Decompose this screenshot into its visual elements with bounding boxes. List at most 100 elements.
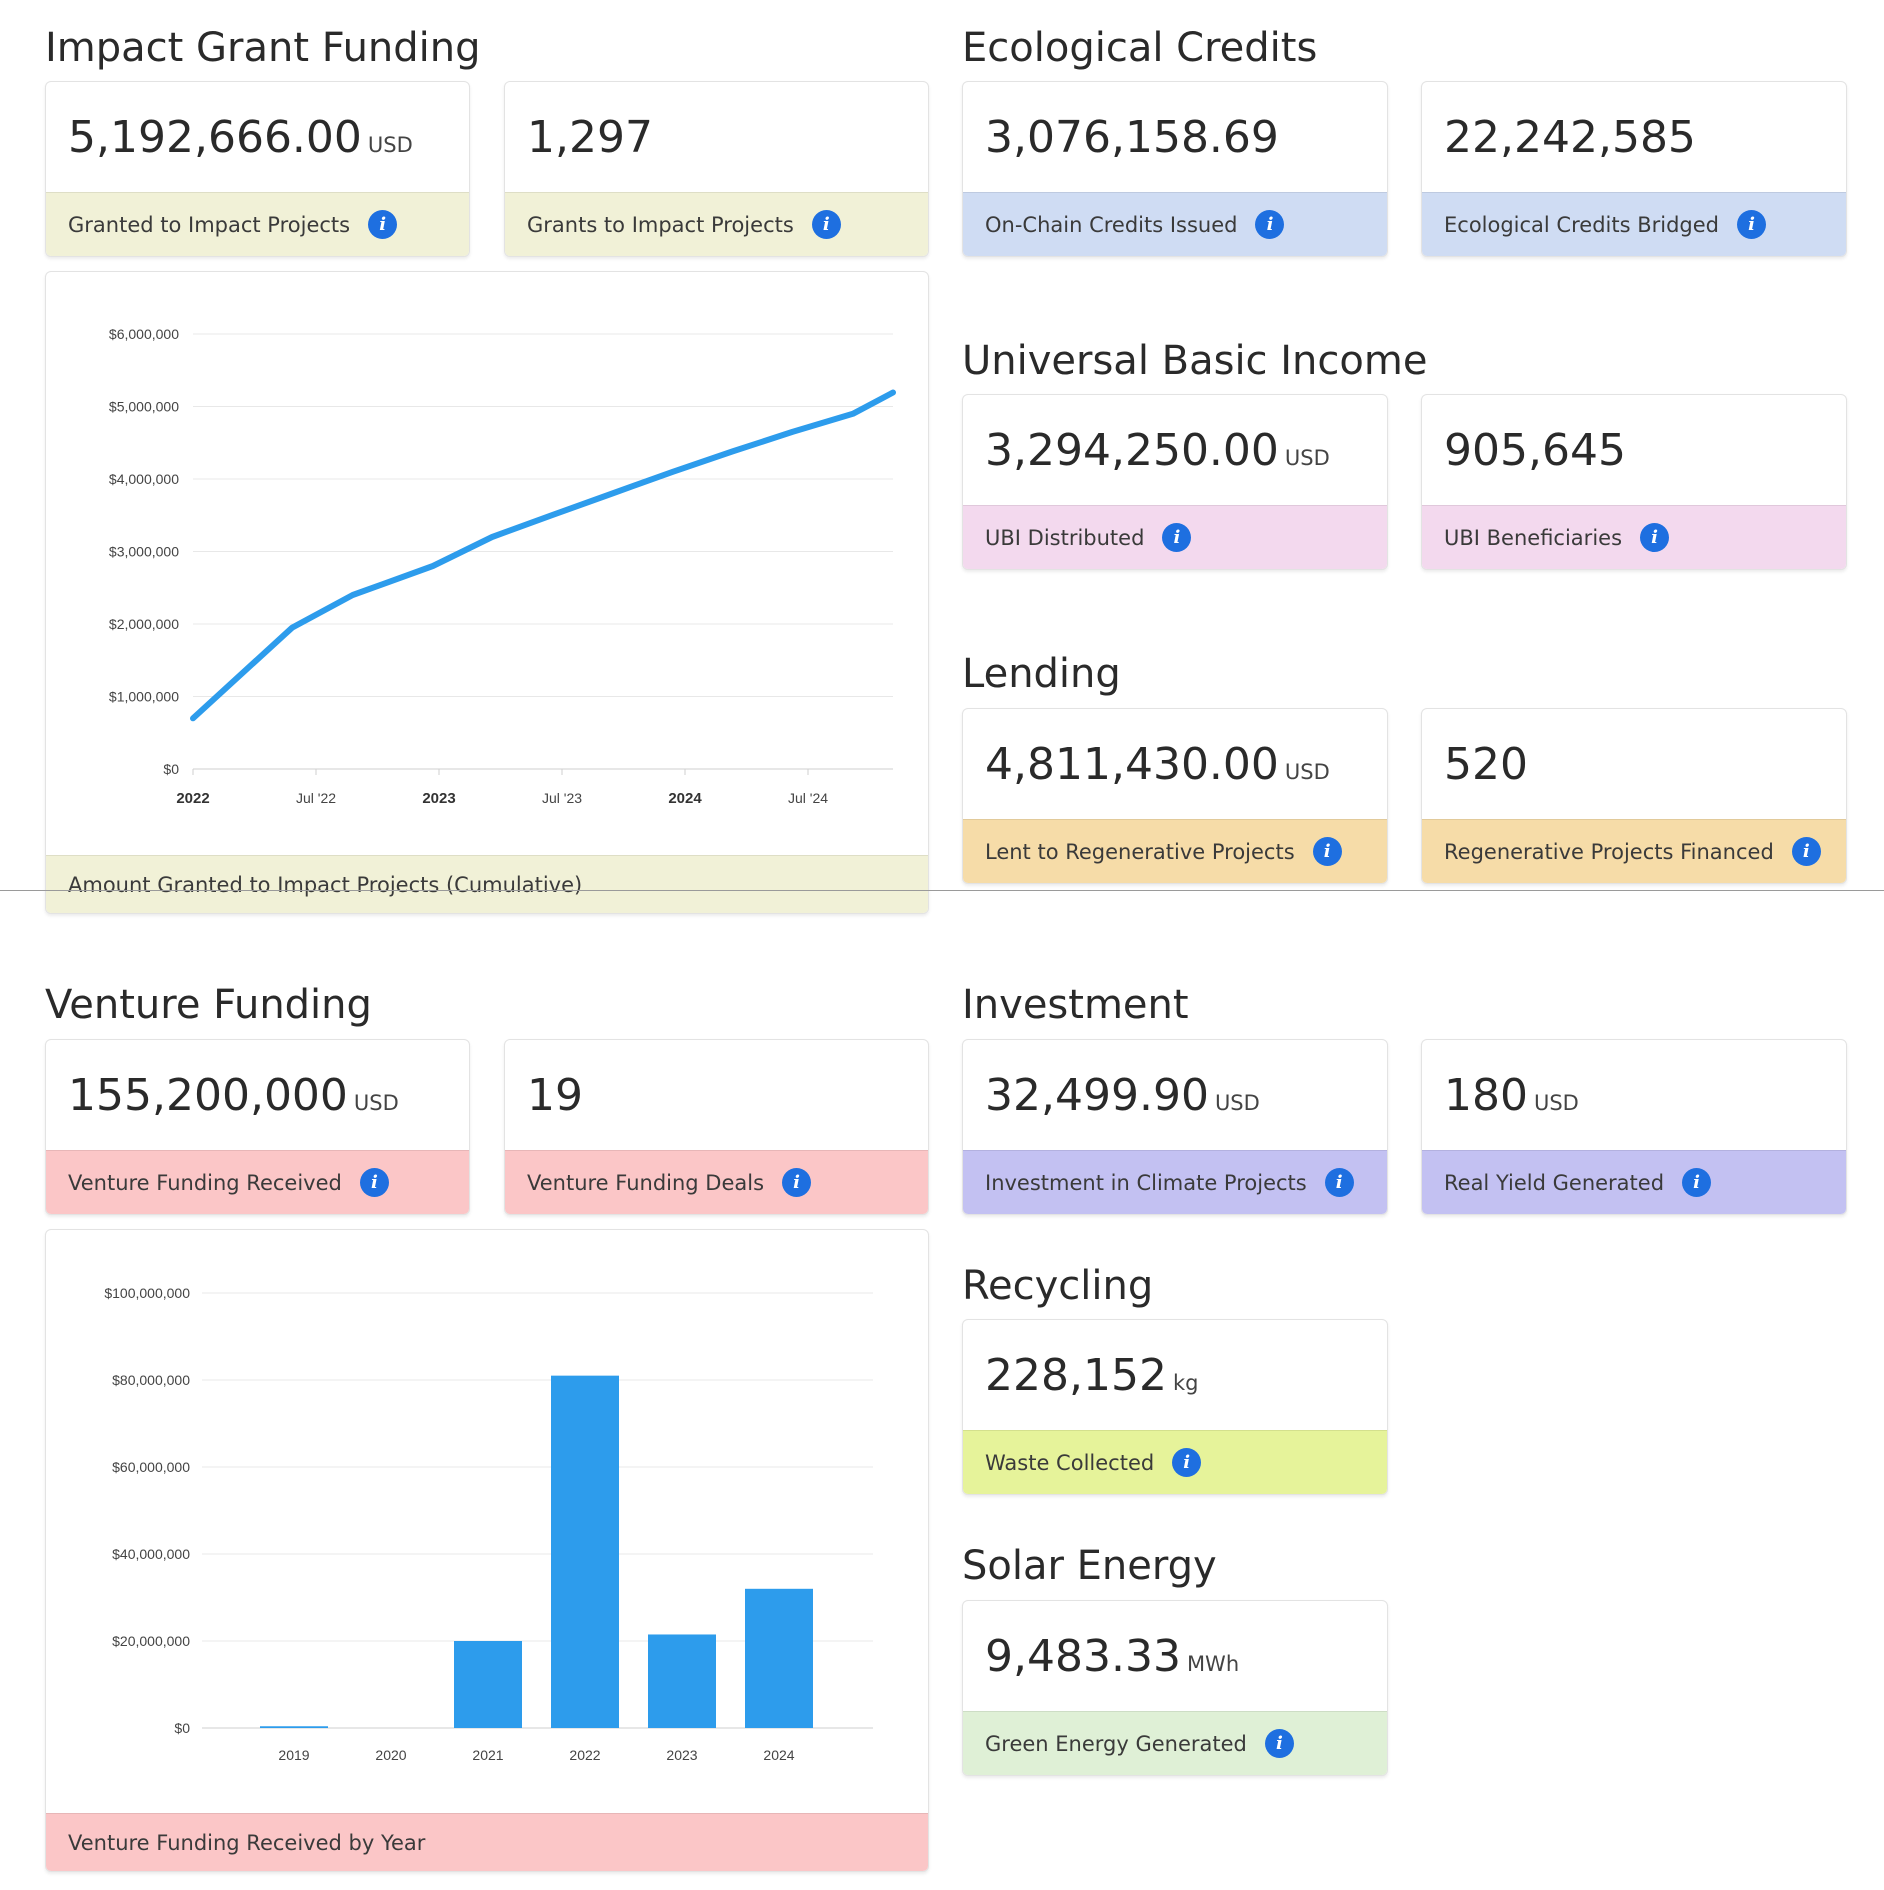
stat-card-green-energy: 9,483.33 MWh Green Energy Generated i — [962, 1600, 1388, 1776]
stat-unit: USD — [1533, 1091, 1579, 1115]
stat-number: 5,192,666.00 — [68, 112, 362, 163]
stat-value: 1,297 — [527, 116, 653, 160]
bar — [454, 1641, 522, 1728]
stat-footer: Venture Funding Received i — [46, 1150, 469, 1214]
x-tick-label: 2024 — [763, 1747, 794, 1763]
stat-label: Venture Funding Received — [68, 1170, 342, 1195]
stat-card-ubi-distributed: 3,294,250.00 USD UBI Distributed i — [962, 394, 1388, 570]
section-title-recycling: Recycling — [962, 1263, 1154, 1309]
stat-card-credits-bridged: 22,242,585 Ecological Credits Bridged i — [1421, 81, 1847, 257]
info-icon[interactable]: i — [1172, 1448, 1202, 1477]
section-title-solar: Solar Energy — [962, 1543, 1217, 1589]
info-icon[interactable]: i — [368, 210, 398, 239]
stat-footer: Waste Collected i — [963, 1430, 1387, 1494]
stat-value: 19 — [527, 1074, 583, 1118]
data-point — [731, 449, 735, 453]
chart-caption: Amount Granted to Impact Projects (Cumul… — [46, 855, 928, 913]
data-point — [490, 535, 494, 539]
stat-footer: Granted to Impact Projects i — [46, 192, 469, 256]
section-title-venture: Venture Funding — [45, 982, 372, 1028]
stat-footer: Ecological Credits Bridged i — [1422, 192, 1846, 256]
info-icon[interactable]: i — [782, 1168, 812, 1197]
y-tick-label: $0 — [163, 761, 179, 777]
stat-value: 3,076,158.69 — [985, 116, 1279, 160]
stat-card-onchain-credits: 3,076,158.69 On-Chain Credits Issued i — [962, 81, 1388, 257]
x-tick-label: 2023 — [422, 790, 455, 807]
stat-unit: USD — [367, 133, 413, 157]
info-icon[interactable]: i — [1324, 1168, 1354, 1197]
stat-footer: On-Chain Credits Issued i — [963, 192, 1387, 256]
stat-footer: Venture Funding Deals i — [505, 1150, 928, 1214]
y-tick-label: $3,000,000 — [109, 544, 179, 560]
bar — [745, 1588, 813, 1728]
stat-label: Lent to Regenerative Projects — [985, 839, 1295, 864]
cumulative-grants-line-chart: $0 $1,000,000 $2,000,000 $3,000,000 $4,000,0… — [109, 326, 896, 807]
y-tick-label: $2,000,000 — [109, 616, 179, 632]
y-tick-label: $5,000,000 — [109, 399, 179, 415]
info-icon[interactable]: i — [1737, 210, 1766, 239]
stat-card-lent-amount: 4,811,430.00 USD Lent to Regenerative Pro… — [962, 708, 1388, 884]
y-tick-label: $60,000,000 — [112, 1459, 190, 1475]
bar — [648, 1634, 716, 1728]
stat-label: Ecological Credits Bridged — [1444, 212, 1719, 237]
stat-footer: Grants to Impact Projects i — [505, 192, 928, 256]
stat-label: Regenerative Projects Financed — [1444, 839, 1774, 864]
stat-value: 228,152 kg — [985, 1354, 1198, 1398]
x-tick-label: 2020 — [375, 1747, 406, 1763]
stat-number: 3,294,250.00 — [985, 425, 1279, 476]
info-icon[interactable]: i — [1255, 210, 1285, 239]
series-line — [190, 389, 896, 722]
stat-value: 5,192,666.00 USD — [68, 116, 413, 160]
data-point — [550, 513, 554, 517]
stat-card-venture-deals: 19 Venture Funding Deals i — [504, 1039, 929, 1215]
y-tick-label: $40,000,000 — [112, 1546, 190, 1562]
stat-value: 32,499.90 USD — [985, 1074, 1260, 1118]
stat-card-venture-received: 155,200,000 USD Venture Funding Received … — [45, 1039, 470, 1215]
info-icon[interactable]: i — [811, 210, 841, 239]
data-point — [891, 391, 895, 395]
chart-caption-text: Amount Granted to Impact Projects (Cumul… — [68, 872, 583, 897]
stat-number: 32,499.90 — [985, 1070, 1209, 1121]
stat-number: 155,200,000 — [68, 1070, 348, 1121]
cumulative-grants-chart-card: $0 $1,000,000 $2,000,000 $3,000,000 $4,000,0… — [45, 271, 929, 914]
stat-label: Granted to Impact Projects — [68, 212, 351, 237]
section-title-investment: Investment — [962, 982, 1189, 1028]
bar — [551, 1375, 619, 1728]
info-icon[interactable]: i — [1264, 1729, 1294, 1758]
x-tick-label: 2024 — [668, 790, 702, 807]
stat-label: Investment in Climate Projects — [985, 1170, 1307, 1195]
info-icon[interactable]: i — [359, 1168, 389, 1197]
stat-value: 3,294,250.00 USD — [985, 429, 1330, 473]
stat-label: On-Chain Credits Issued — [985, 212, 1238, 237]
data-point — [191, 716, 195, 720]
stat-card-granted-amount: 5,192,666.00 USD Granted to Impact Projec… — [45, 81, 470, 257]
stat-label: UBI Beneficiaries — [1444, 525, 1623, 550]
stat-unit: kg — [1172, 1371, 1199, 1395]
info-icon[interactable]: i — [1640, 523, 1670, 552]
stat-unit: USD — [1284, 446, 1330, 470]
stat-footer: Green Energy Generated i — [963, 1711, 1387, 1775]
stat-card-ubi-beneficiaries: 905,645 UBI Beneficiaries i — [1421, 394, 1847, 570]
y-tick-label: $100,000,000 — [104, 1285, 190, 1301]
info-icon[interactable]: i — [1791, 837, 1821, 866]
y-tick-label: $0 — [174, 1720, 190, 1736]
stat-number: 4,811,430.00 — [985, 739, 1279, 790]
stat-value: 155,200,000 USD — [68, 1074, 399, 1118]
stat-value: 22,242,585 — [1444, 116, 1696, 160]
info-icon[interactable]: i — [1312, 837, 1342, 866]
data-point — [671, 470, 675, 474]
section-title-ubi: Universal Basic Income — [962, 338, 1428, 384]
stat-number: 228,152 — [985, 1350, 1167, 1401]
bar — [260, 1726, 328, 1728]
info-icon[interactable]: i — [1682, 1168, 1712, 1197]
stat-value: 9,483.33 MWh — [985, 1635, 1239, 1679]
stat-number: 520 — [1444, 739, 1528, 790]
x-tick-label: Jul '22 — [296, 790, 336, 806]
stat-value: 4,811,430.00 USD — [985, 743, 1330, 787]
stat-label: UBI Distributed — [985, 525, 1145, 550]
stat-card-waste-collected: 228,152 kg Waste Collected i — [962, 1319, 1388, 1495]
info-icon[interactable]: i — [1162, 523, 1192, 552]
stat-label: Waste Collected — [985, 1450, 1155, 1475]
y-tick-label: $1,000,000 — [109, 689, 179, 705]
stat-unit: MWh — [1186, 1652, 1240, 1676]
